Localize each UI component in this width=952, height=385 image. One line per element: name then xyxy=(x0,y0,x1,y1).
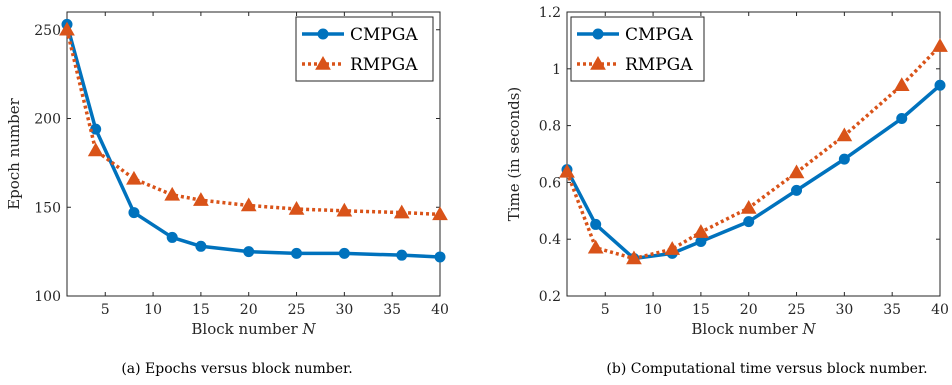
data-point-cmpga xyxy=(396,249,408,261)
data-point-cmpga xyxy=(590,218,602,230)
x-tick-label: 35 xyxy=(383,302,401,318)
data-point-cmpga xyxy=(791,184,803,196)
data-point-cmpga xyxy=(743,216,755,228)
data-point-cmpga xyxy=(838,153,850,165)
data-point-rmpga xyxy=(932,38,948,52)
x-tick-label: 40 xyxy=(931,302,949,318)
data-point-rmpga xyxy=(664,241,681,255)
data-point-cmpga xyxy=(128,207,140,219)
data-point-rmpga xyxy=(126,170,142,185)
x-tick-label: 35 xyxy=(883,302,901,318)
x-tick-label: 15 xyxy=(192,302,210,318)
series-cmpga xyxy=(561,79,946,265)
x-axis-label: Block number N xyxy=(191,320,316,338)
series-line-cmpga xyxy=(65,23,441,259)
data-point-rmpga xyxy=(740,199,757,214)
data-point-rmpga xyxy=(432,206,448,221)
data-point-rmpga xyxy=(59,21,75,36)
chart-caption: (b) Computational time versus block numb… xyxy=(606,361,927,377)
legend-marker-cmpga xyxy=(317,28,329,40)
y-tick-label: 0.4 xyxy=(539,232,561,248)
data-point-cmpga xyxy=(896,113,908,124)
data-point-rmpga xyxy=(893,77,910,92)
x-tick-label: 40 xyxy=(431,302,449,318)
data-point-rmpga xyxy=(559,163,575,178)
series-rmpga xyxy=(559,38,948,265)
x-tick-label: 20 xyxy=(240,302,258,318)
data-point-cmpga xyxy=(434,251,446,263)
data-point-rmpga xyxy=(393,204,410,219)
y-tick-label: 1 xyxy=(552,62,561,78)
data-point-rmpga xyxy=(587,239,604,254)
y-tick-label: 1.2 xyxy=(539,5,561,21)
data-point-rmpga xyxy=(788,164,805,179)
chart-1: 5 10 15 20 25 30 35 40 100 150 200 250 Block number … xyxy=(5,11,449,377)
data-point-cmpga xyxy=(695,235,707,247)
x-tick-label: 15 xyxy=(692,302,710,318)
data-point-rmpga xyxy=(193,192,209,206)
data-point-rmpga xyxy=(626,250,642,265)
data-point-cmpga xyxy=(195,240,207,252)
chart-caption: (a) Epochs versus block number. xyxy=(121,361,352,377)
legend-label-cmpga: CMPGA xyxy=(625,25,693,45)
legend-marker-rmpga xyxy=(590,55,606,70)
y-tick-label: 0.2 xyxy=(539,289,561,305)
legend-marker-rmpga xyxy=(315,55,331,70)
x-tick-label: 10 xyxy=(144,302,162,318)
data-point-cmpga xyxy=(166,231,178,243)
y-tick-label: 0.6 xyxy=(539,175,561,191)
data-point-cmpga xyxy=(243,246,255,258)
data-point-cmpga xyxy=(338,247,350,259)
data-point-rmpga xyxy=(164,186,181,201)
x-tick-label: 20 xyxy=(740,302,758,318)
x-tick-label: 5 xyxy=(101,302,110,318)
y-tick-label: 250 xyxy=(34,23,61,39)
legend: CMPGA RMPGA xyxy=(570,16,705,82)
chart-2: 5 10 15 20 25 30 35 40 0.2 0.4 0.6 0.8 1 1.2 Block num… xyxy=(505,5,949,377)
x-tick-label: 30 xyxy=(835,302,853,318)
legend-box xyxy=(295,16,434,82)
y-axis-label: Epoch number xyxy=(5,97,23,209)
y-tick-label: 100 xyxy=(34,289,61,305)
y-tick-label: 200 xyxy=(34,112,61,128)
data-point-rmpga xyxy=(336,202,353,217)
data-point-rmpga xyxy=(836,127,853,142)
data-point-rmpga xyxy=(240,197,257,212)
legend-label-cmpga: CMPGA xyxy=(350,25,418,45)
series-rmpga xyxy=(59,21,448,221)
x-tick-label: 5 xyxy=(601,302,610,318)
y-tick-label: 0.8 xyxy=(539,119,561,135)
series-line-rmpga xyxy=(65,29,441,217)
y-axis-label: Time (in seconds) xyxy=(505,87,523,222)
data-point-rmpga xyxy=(693,224,709,238)
x-tick-label: 10 xyxy=(644,302,662,318)
series-line-cmpga xyxy=(565,83,942,261)
y-tick-label: 150 xyxy=(34,200,61,216)
legend-marker-cmpga xyxy=(592,28,604,40)
data-point-cmpga xyxy=(934,79,946,91)
legend-label-rmpga: RMPGA xyxy=(350,55,418,75)
legend: CMPGA RMPGA xyxy=(295,16,434,82)
x-tick-label: 30 xyxy=(335,302,353,318)
x-tick-label: 25 xyxy=(788,302,806,318)
x-tick-label: 25 xyxy=(288,302,306,318)
x-axis-label: Block number N xyxy=(691,320,816,338)
legend-label-rmpga: RMPGA xyxy=(625,55,693,75)
data-point-rmpga xyxy=(87,142,104,157)
data-point-cmpga xyxy=(291,247,303,259)
legend-box xyxy=(570,16,705,82)
data-point-rmpga xyxy=(288,201,305,215)
